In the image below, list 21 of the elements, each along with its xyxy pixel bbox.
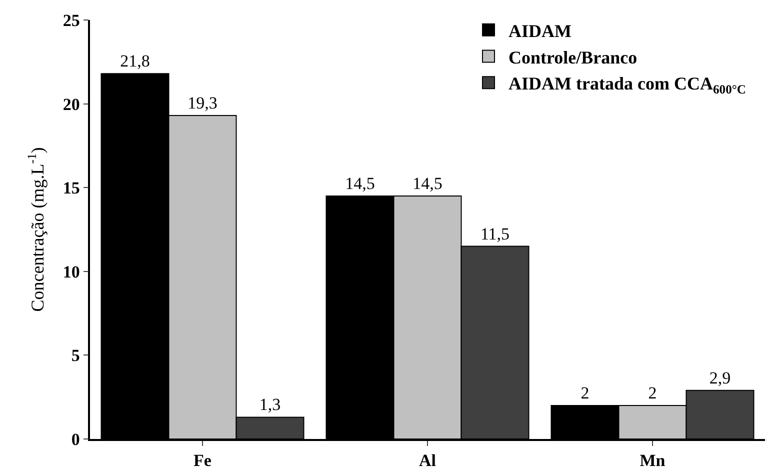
y-tick-label: 15 <box>62 178 80 198</box>
y-tick-label: 20 <box>62 94 80 114</box>
data-label: 1,3 <box>259 395 281 414</box>
data-label: 2 <box>648 383 657 402</box>
y-tick-label: 0 <box>71 430 80 449</box>
data-label: 14,5 <box>345 174 375 193</box>
legend-label: AIDAM tratada com CCA$_{600°C}$ <box>508 74 746 96</box>
y-tick-label: 25 <box>62 10 80 30</box>
data-label: 19,3 <box>188 94 218 113</box>
legend-label: Controle/Branco <box>508 47 638 68</box>
data-label: 21,8 <box>120 52 150 71</box>
data-label: 2 <box>580 383 590 402</box>
data-label: 2,9 <box>709 368 731 388</box>
data-label: 11,5 <box>480 224 510 244</box>
y-tick-label: 5 <box>71 346 80 366</box>
x-tick-label: Fe <box>194 451 212 467</box>
data-label: 14,5 <box>412 174 442 193</box>
x-tick-label: Al <box>419 451 436 467</box>
legend-label: AIDAM <box>508 20 572 41</box>
y-tick-label: 10 <box>62 262 80 282</box>
x-tick-label: Mn <box>640 451 666 467</box>
